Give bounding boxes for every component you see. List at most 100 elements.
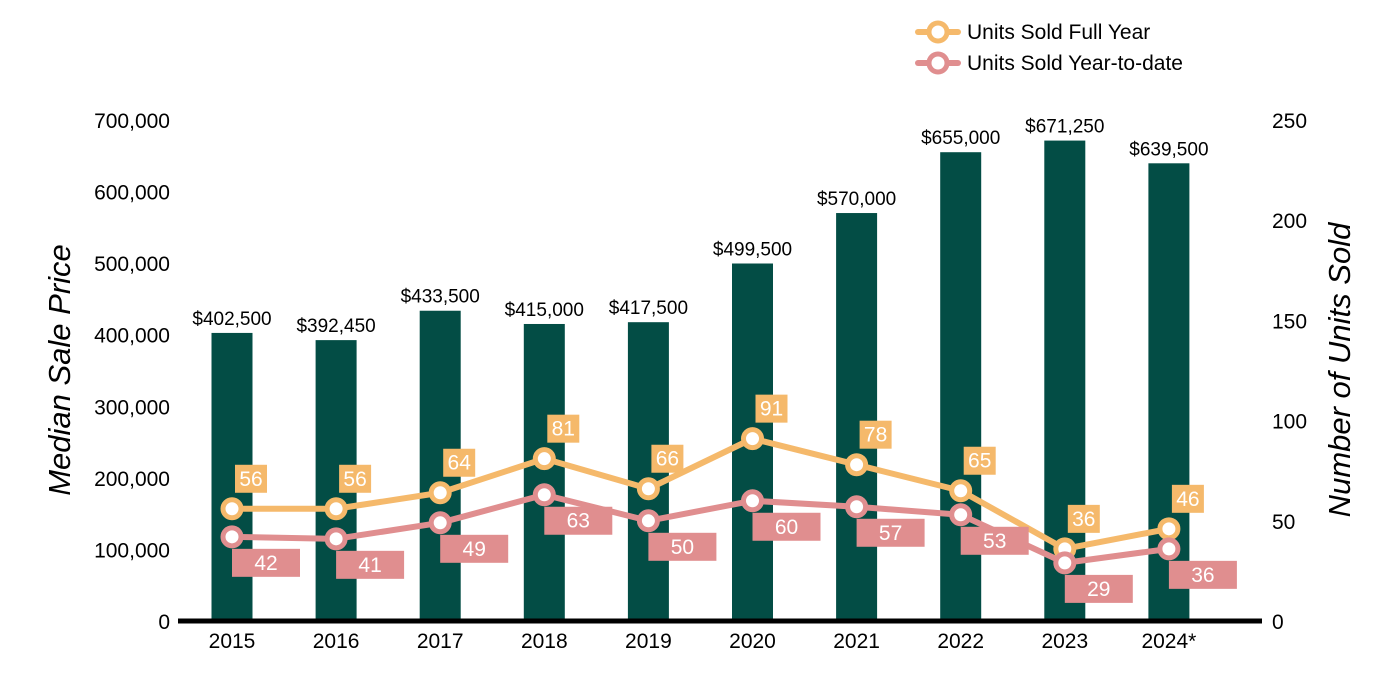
x-tick-label-2024*: 2024* [1141,630,1196,653]
point-label-full-year-2018: 81 [552,418,575,441]
point-full-year-2016 [324,497,348,521]
bar-label-2024*: $639,500 [1129,139,1208,160]
x-tick-label-2020: 2020 [729,630,776,653]
point-label-bg-ytd-2023 [1064,574,1133,603]
labels-layer: 56 56 64 81 66 91 78 65 36 46 42 41 49 63 50 60 57 53 29 36 [232,394,1237,603]
bar-label-2017: $433,500 [401,287,480,308]
point-label-bg-ytd-2018 [544,506,613,535]
point-label-full-year-2023: 36 [1072,508,1095,531]
y-tick-label: 700,000 [94,110,170,133]
point-label-bg-full-year-2018 [547,414,580,443]
y-tick-label: 300,000 [94,396,170,419]
y2-tick-label: 100 [1272,411,1307,434]
point-ytd-2024* [1157,537,1181,561]
point-label-bg-full-year-2017 [443,448,476,477]
legend-item-ytd: Units Sold Year-to-date [915,51,1183,75]
x-tick-label-2019: 2019 [625,630,672,653]
point-full-year-2022 [949,479,973,503]
point-label-full-year-2015: 56 [239,468,262,491]
bar-label-2016: $392,450 [296,316,375,337]
point-ytd-2022 [949,503,973,527]
legend-marker-full-year [926,20,950,44]
y-tick-label: 400,000 [94,325,170,348]
point-label-bg-ytd-2021 [856,518,925,547]
point-full-year-2024* [1157,517,1181,541]
point-ytd-2018 [532,483,556,507]
y-tick-label: 200,000 [94,468,170,491]
point-ytd-2016 [324,527,348,551]
y-tick-label: 100,000 [94,539,170,562]
legend: Units Sold Full Year Units Sold Year-to-… [915,20,1183,75]
point-label-bg-full-year-2016 [339,464,372,493]
axis-layer: 0 100,000 200,000 300,000 400,000 500,000 600,… [94,110,1307,653]
point-label-bg-ytd-2020 [752,512,821,541]
lines-layer [220,427,1181,575]
point-label-ytd-2019: 50 [671,536,694,559]
bar-label-2023: $671,250 [1025,117,1104,138]
x-tick-label-2017: 2017 [417,630,464,653]
y-tick-label: 600,000 [94,182,170,205]
point-label-full-year-2021: 78 [864,424,887,447]
legend-item-full-year: Units Sold Full Year [915,20,1150,44]
point-full-year-2019 [636,477,660,501]
x-tick-label-2021: 2021 [833,630,880,653]
point-label-full-year-2024*: 46 [1176,488,1199,511]
x-tick-label-2022: 2022 [937,630,984,653]
point-label-bg-ytd-2024* [1168,560,1237,589]
point-label-bg-full-year-2024* [1171,484,1204,513]
point-label-full-year-2016: 56 [343,468,366,491]
legend-marker-ytd [926,51,950,75]
point-ytd-2019 [636,509,660,533]
bars-layer: $402,500 $392,450 $433,500 $415,000 $417,500… [192,117,1209,622]
bar-label-2022: $655,000 [921,128,1000,149]
point-label-bg-ytd-2019 [648,532,717,561]
x-tick-label-2023: 2023 [1041,630,1088,653]
point-label-ytd-2024*: 36 [1191,564,1214,587]
y2-axis-title: Number of Units Sold [1322,221,1357,517]
bar-label-2021: $570,000 [817,189,896,210]
bar-label-2015: $402,500 [192,309,271,330]
point-label-bg-ytd-2016 [336,550,405,579]
point-label-ytd-2018: 63 [567,510,590,533]
point-label-full-year-2022: 65 [968,450,991,473]
point-ytd-2021 [845,495,869,519]
y2-tick-label: 0 [1272,611,1284,634]
point-label-bg-full-year-2021 [859,420,892,449]
point-label-bg-ytd-2017 [440,534,509,563]
y2-tick-label: 150 [1272,310,1307,333]
x-tick-label-2018: 2018 [521,630,568,653]
point-label-bg-full-year-2022 [963,446,996,475]
point-label-full-year-2019: 66 [656,448,679,471]
y-axis-title: Median Sale Price [42,244,77,496]
point-full-year-2017 [428,481,452,505]
point-label-full-year-2017: 64 [448,452,472,475]
bar-label-2019: $417,500 [609,298,688,319]
point-ytd-2020 [741,489,764,513]
y-tick-label: 0 [158,611,170,634]
point-label-ytd-2015: 42 [254,552,277,575]
y-tick-label: 500,000 [94,253,170,276]
point-label-bg-full-year-2020 [755,394,788,423]
bar-label-2020: $499,500 [713,240,792,261]
y2-tick-label: 250 [1272,110,1307,133]
line-series-full-year [229,435,1172,552]
point-label-full-year-2020: 91 [760,398,783,421]
point-label-bg-ytd-2022 [960,526,1029,555]
point-label-ytd-2017: 49 [463,538,486,561]
bar-2018 [523,323,565,621]
legend-label-ytd: Units Sold Year-to-date [967,52,1183,75]
point-ytd-2023 [1053,551,1077,575]
point-label-bg-ytd-2015 [232,548,300,577]
point-label-ytd-2021: 57 [879,522,902,545]
point-ytd-2015 [220,525,244,549]
point-full-year-2021 [845,453,869,477]
point-label-ytd-2023: 29 [1087,578,1110,601]
x-tick-label-2016: 2016 [313,630,360,653]
point-full-year-2015 [220,497,244,521]
legend-label-full-year: Units Sold Full Year [967,21,1150,44]
bar-2021 [836,213,878,622]
point-label-ytd-2016: 41 [358,554,381,577]
point-ytd-2017 [428,511,452,535]
bar-label-2018: $415,000 [505,300,584,321]
